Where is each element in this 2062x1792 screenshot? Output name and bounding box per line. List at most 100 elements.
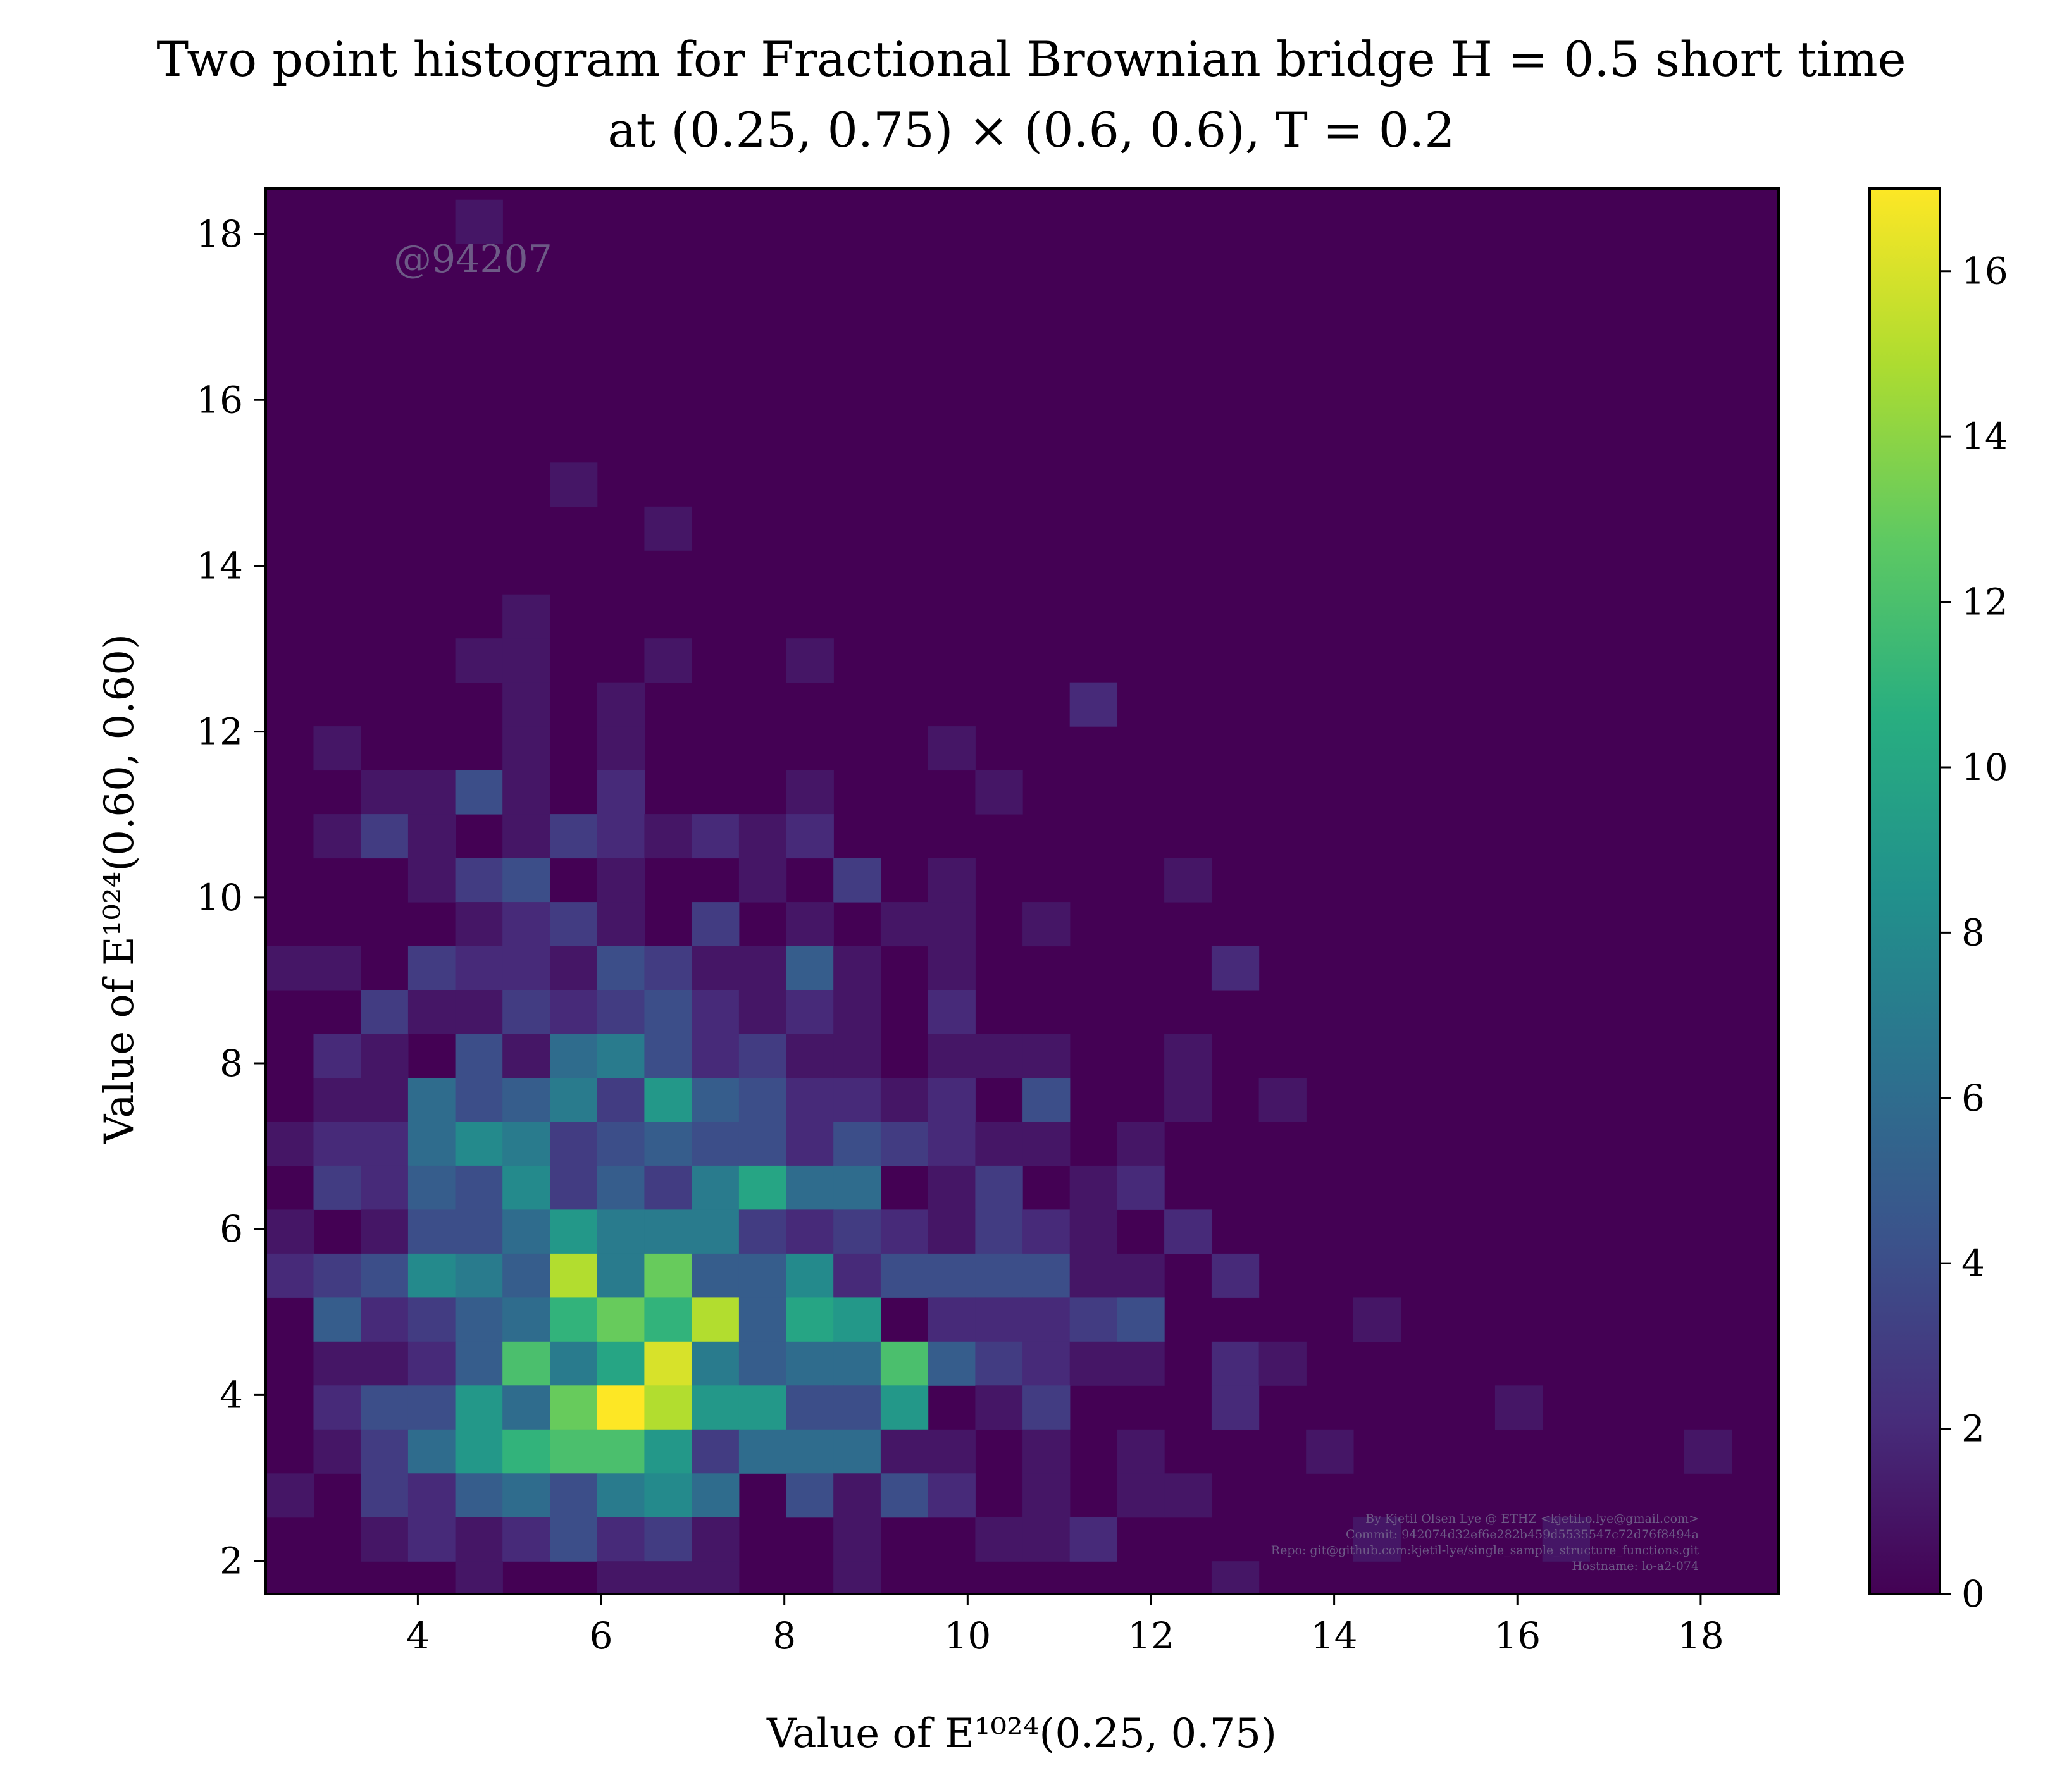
heatmap-cell: [975, 770, 1023, 815]
heatmap-cell: [407, 1517, 456, 1562]
x-axis-ticks: 4 6 8 10 12 14 16 18: [406, 1594, 1724, 1657]
heatmap-cells: [266, 199, 1732, 1595]
y-tick-label: 8: [220, 1042, 243, 1085]
heatmap-cell: [833, 1385, 881, 1430]
heatmap-cell: [692, 1078, 740, 1122]
colorbar-ticks: 0 2 4 6 8 10 12 14 16: [1940, 250, 2008, 1616]
heatmap-cell: [455, 1034, 503, 1078]
heatmap-cell: [975, 1517, 1023, 1562]
heatmap-cell: [313, 1034, 361, 1078]
heatmap-cell: [313, 814, 361, 859]
heatmap-cell: [455, 1561, 503, 1595]
heatmap-cell: [502, 1297, 550, 1342]
heatmap-cell: [1022, 1253, 1071, 1298]
heatmap-cell: [1022, 1341, 1071, 1386]
heatmap-cell: [738, 1165, 787, 1210]
heatmap-cell: [1117, 1297, 1165, 1342]
heatmap-cell: [880, 1385, 929, 1430]
heatmap-cell: [833, 1517, 881, 1562]
heatmap-cell: [786, 1473, 834, 1518]
heatmap-cell: [644, 1253, 692, 1298]
heatmap-cell: [1684, 1429, 1732, 1474]
heatmap-cell: [1211, 1385, 1260, 1430]
credit-author: By Kjetil Olsen Lye @ ETHZ <kjetil.o.lye…: [1365, 1512, 1699, 1526]
heatmap-cell: [1306, 1429, 1354, 1474]
heatmap-cell: [692, 1385, 740, 1430]
heatmap-cell: [502, 770, 550, 815]
heatmap-cell: [692, 1122, 740, 1166]
heatmap-cell: [786, 1297, 834, 1342]
heatmap-cell: [880, 1341, 929, 1386]
heatmap-cell: [407, 1122, 456, 1166]
heatmap-cell: [1494, 1385, 1543, 1430]
heatmap-cell: [502, 1473, 550, 1518]
heatmap-cell: [361, 1341, 409, 1386]
heatmap-cell: [361, 1517, 409, 1562]
heatmap-cell: [644, 1209, 692, 1254]
heatmap-cell: [738, 1297, 787, 1342]
heatmap-cell: [1069, 1253, 1117, 1298]
credit-repo: Repo: git@github.com:kjetil-lye/single_s…: [1271, 1543, 1699, 1557]
credits: By Kjetil Olsen Lye @ ETHZ <kjetil.o.lye…: [1271, 1512, 1699, 1573]
heatmap-cell: [833, 1429, 881, 1474]
heatmap-cell: [1211, 1561, 1260, 1595]
heatmap-cell: [738, 990, 787, 1034]
heatmap-cell: [597, 1561, 645, 1595]
heatmap-cell: [786, 946, 834, 991]
heatmap-cell: [1164, 858, 1212, 903]
heatmap-cell: [786, 814, 834, 859]
heatmap-cell: [928, 726, 976, 771]
heatmap-cell: [455, 770, 503, 815]
heatmap-cell: [597, 1385, 645, 1430]
heatmap-cell: [407, 814, 456, 859]
heatmap-cell: [597, 814, 645, 859]
heatmap-cell: [550, 814, 598, 859]
heatmap-cell: [833, 858, 881, 903]
heatmap-cell: [266, 1122, 314, 1166]
heatmap-cell: [1022, 1209, 1071, 1254]
heatmap-cell: [313, 1429, 361, 1474]
heatmap-cell: [550, 946, 598, 991]
x-tick-label: 6: [590, 1614, 613, 1657]
heatmap-cell: [1022, 1385, 1071, 1430]
heatmap-cell: [455, 1297, 503, 1342]
heatmap-cell: [833, 1209, 881, 1254]
heatmap-cell: [928, 902, 976, 947]
heatmap-cell: [502, 1429, 550, 1474]
heatmap-cell: [407, 1429, 456, 1474]
heatmap-cell: [833, 1122, 881, 1166]
heatmap-cell: [1069, 682, 1117, 727]
heatmap-cell: [975, 1165, 1023, 1210]
heatmap-cell: [550, 1429, 598, 1474]
heatmap-cell: [833, 1034, 881, 1078]
heatmap-cell: [455, 1385, 503, 1430]
heatmap-cell: [1258, 1341, 1307, 1386]
heatmap-cell: [644, 1517, 692, 1562]
x-tick-label: 16: [1494, 1614, 1541, 1657]
heatmap-cell: [786, 1341, 834, 1386]
heatmap-cell: [1022, 1473, 1071, 1518]
heatmap-cell: [1022, 1297, 1071, 1342]
colorbar-tick-label: 16: [1961, 250, 2008, 293]
heatmap-cell: [313, 1122, 361, 1166]
heatmap-cell: [502, 594, 550, 639]
heatmap-cell: [1211, 1341, 1260, 1386]
y-tick-label: 16: [196, 378, 243, 421]
heatmap-cell: [692, 1473, 740, 1518]
heatmap-cell: [313, 946, 361, 991]
heatmap-cell: [361, 1165, 409, 1210]
heatmap-cell: [692, 1341, 740, 1386]
heatmap-cell: [455, 990, 503, 1034]
heatmap-cell: [502, 858, 550, 903]
heatmap-cell: [407, 1385, 456, 1430]
heatmap-cell: [361, 1385, 409, 1430]
heatmap-cell: [692, 1165, 740, 1210]
heatmap-cell: [928, 1473, 976, 1518]
heatmap-cell: [833, 990, 881, 1034]
heatmap-cell: [692, 1517, 740, 1562]
heatmap-cell: [786, 902, 834, 947]
x-tick-label: 8: [773, 1614, 796, 1657]
heatmap-cell: [1164, 1034, 1212, 1078]
heatmap-cell: [833, 1078, 881, 1122]
heatmap-cell: [407, 946, 456, 991]
